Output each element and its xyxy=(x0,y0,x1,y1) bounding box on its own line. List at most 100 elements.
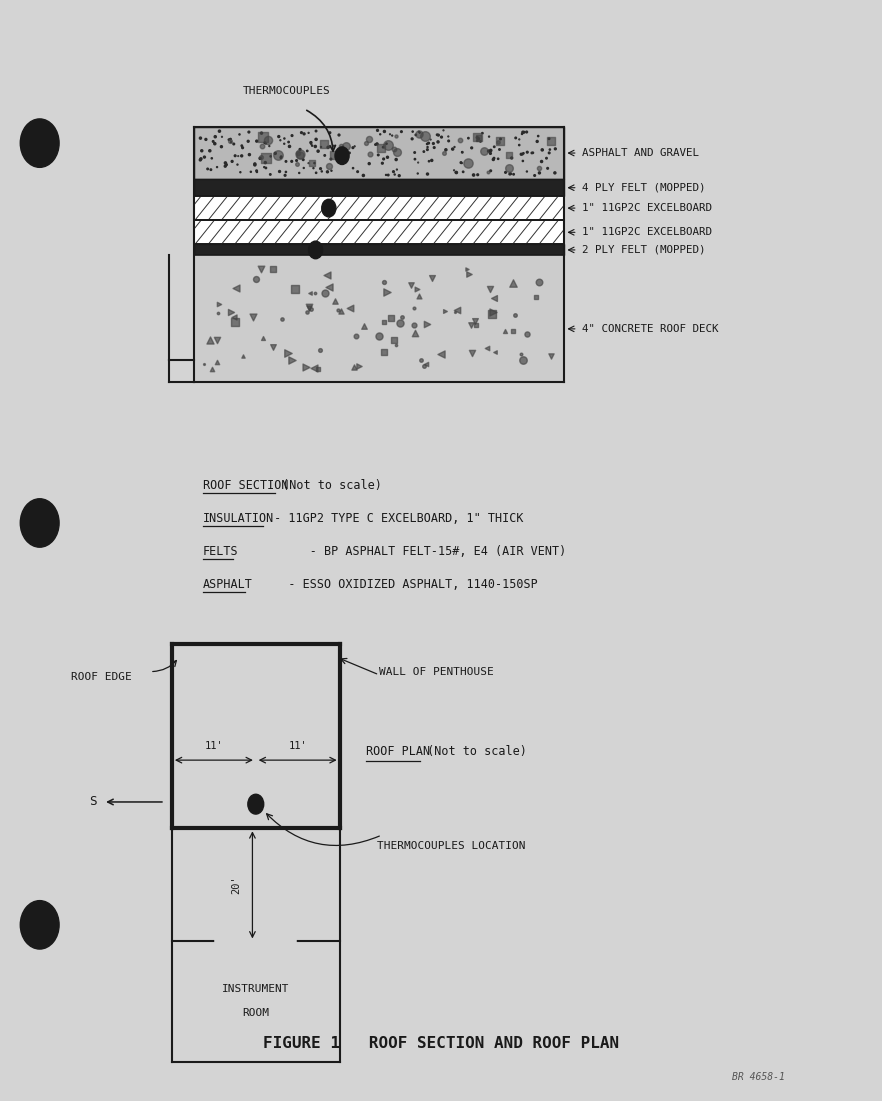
Text: ROOF SECTION: ROOF SECTION xyxy=(203,479,288,492)
Point xyxy=(350,163,364,181)
Point xyxy=(519,163,534,181)
Point xyxy=(381,166,395,184)
Circle shape xyxy=(335,146,349,164)
Point xyxy=(532,273,546,291)
Point xyxy=(228,313,242,330)
Point xyxy=(451,301,465,318)
Point xyxy=(228,146,243,164)
Point xyxy=(208,135,222,153)
Point xyxy=(348,138,362,155)
Text: INSTRUMENT: INSTRUMENT xyxy=(222,983,289,994)
Point xyxy=(213,295,227,313)
Point xyxy=(321,139,335,156)
Point xyxy=(356,166,370,184)
Point xyxy=(407,151,422,168)
Point xyxy=(544,347,558,364)
Point xyxy=(296,160,310,177)
Point xyxy=(380,149,394,166)
Point xyxy=(308,154,322,172)
Point xyxy=(421,315,435,333)
Text: ROOF PLAN: ROOF PLAN xyxy=(366,744,430,757)
Point xyxy=(246,308,260,326)
Point xyxy=(437,302,452,319)
Point xyxy=(243,163,258,181)
Point xyxy=(332,148,346,165)
Bar xyxy=(194,244,564,255)
Point xyxy=(235,137,249,154)
Point xyxy=(425,152,439,170)
Point xyxy=(210,159,224,176)
Point xyxy=(220,156,234,174)
Point xyxy=(275,310,289,328)
Point xyxy=(506,321,520,339)
Point xyxy=(377,150,391,167)
Point xyxy=(312,341,326,359)
Point xyxy=(482,128,497,145)
Point xyxy=(249,271,263,288)
Text: - 11GP2 TYPE C EXCELBOARD, 1" THICK: - 11GP2 TYPE C EXCELBOARD, 1" THICK xyxy=(267,512,524,525)
Point xyxy=(531,128,545,145)
Point xyxy=(512,137,527,154)
Point xyxy=(420,135,434,153)
Point xyxy=(278,166,292,184)
Point xyxy=(442,132,456,150)
Point xyxy=(288,281,303,298)
Point xyxy=(407,299,421,317)
Point xyxy=(387,331,401,349)
Point xyxy=(435,129,449,146)
Point xyxy=(498,164,512,182)
Point xyxy=(411,154,425,172)
Bar xyxy=(194,127,564,179)
Point xyxy=(310,361,325,379)
Point xyxy=(228,280,243,297)
Point xyxy=(376,139,390,156)
Text: ROOF EDGE: ROOF EDGE xyxy=(71,672,131,683)
Point xyxy=(461,129,475,146)
Point xyxy=(359,134,373,152)
Point xyxy=(303,301,318,318)
Point xyxy=(371,146,385,164)
Point xyxy=(211,304,225,321)
Point xyxy=(317,135,331,153)
Point xyxy=(273,163,287,181)
Point xyxy=(386,163,400,181)
Text: S: S xyxy=(89,795,97,808)
Point xyxy=(407,316,421,334)
Point xyxy=(437,121,451,139)
Point xyxy=(348,358,362,375)
Point xyxy=(434,346,448,363)
Point xyxy=(309,284,323,302)
Point xyxy=(405,130,419,148)
Point xyxy=(285,351,299,369)
Point xyxy=(430,126,445,143)
Point xyxy=(205,150,219,167)
Point xyxy=(383,126,397,143)
Point xyxy=(412,287,426,305)
Point xyxy=(263,165,277,183)
Point xyxy=(242,123,256,141)
Point xyxy=(445,140,460,157)
Text: INSULATION: INSULATION xyxy=(203,512,274,525)
Text: ROOM: ROOM xyxy=(243,1007,269,1018)
Point xyxy=(482,142,496,160)
Point xyxy=(422,152,436,170)
Point xyxy=(346,139,360,156)
Point xyxy=(236,347,250,364)
Point xyxy=(258,154,273,172)
Point xyxy=(231,148,245,165)
Point xyxy=(206,132,220,150)
Point xyxy=(320,265,334,283)
Point xyxy=(417,143,431,161)
Point xyxy=(204,161,218,178)
Point xyxy=(274,148,288,165)
Point xyxy=(394,123,408,141)
Point xyxy=(471,166,485,184)
Point xyxy=(421,165,435,183)
Point xyxy=(273,149,288,166)
Point xyxy=(516,152,530,170)
Point xyxy=(460,260,475,277)
Point xyxy=(254,148,268,165)
Point xyxy=(363,155,377,173)
Point xyxy=(469,317,483,335)
Point xyxy=(370,121,385,139)
